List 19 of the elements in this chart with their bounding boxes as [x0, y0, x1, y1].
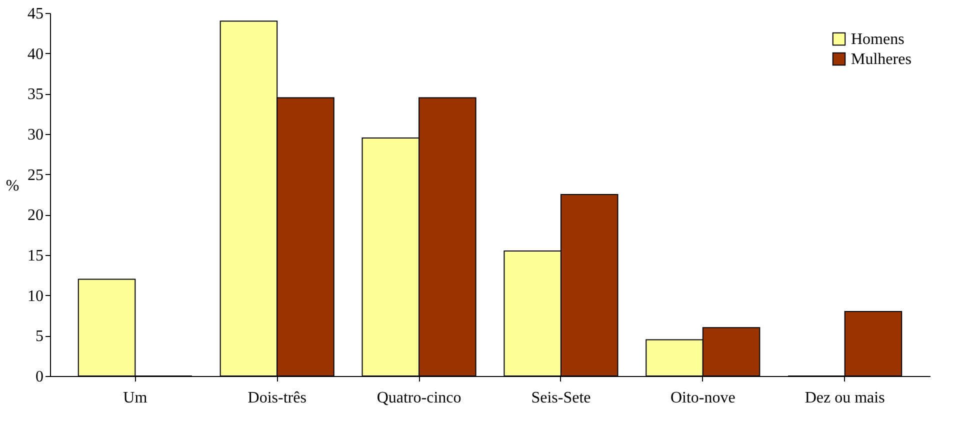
y-tick-label: 40	[28, 46, 44, 63]
y-tick-label: 0	[36, 368, 44, 386]
x-tick-label: Seis-Sete	[531, 390, 591, 406]
x-tick-label: Dois-três	[248, 390, 306, 406]
legend-label: Homens	[851, 31, 904, 48]
y-tick-label: 20	[28, 207, 44, 224]
x-tick-label: Oito-nove	[670, 390, 736, 406]
y-tick-label: 45	[28, 6, 44, 22]
y-tick-label: 10	[28, 288, 44, 305]
y-axis-title: %	[6, 178, 20, 194]
y-tick-label: 5	[36, 328, 44, 346]
legend-label: Mulheres	[851, 51, 912, 68]
x-tick-label: Dez ou mais	[804, 390, 885, 406]
y-tick-label: 15	[28, 248, 44, 264]
y-tick-label: 25	[28, 166, 44, 184]
y-tick-label: 30	[28, 126, 44, 144]
y-tick-label: 35	[28, 86, 44, 104]
x-tick-label: Quatro-cinco	[376, 390, 462, 406]
x-tick-label: Um	[123, 390, 148, 406]
